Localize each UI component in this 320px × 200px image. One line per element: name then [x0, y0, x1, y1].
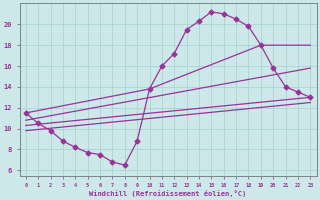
X-axis label: Windchill (Refroidissement éolien,°C): Windchill (Refroidissement éolien,°C)	[90, 190, 247, 197]
